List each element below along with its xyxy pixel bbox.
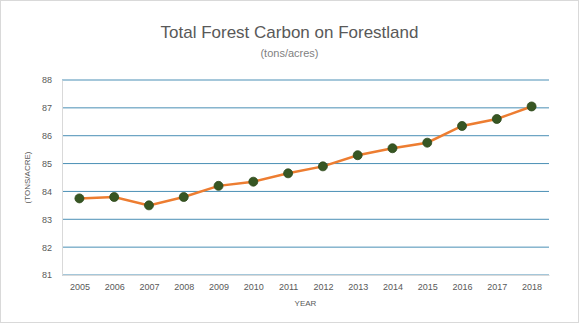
series-marker (458, 121, 467, 130)
grid-line (62, 135, 549, 136)
series-marker (179, 193, 188, 202)
grid-line (62, 219, 549, 220)
x-tick: 2013 (348, 282, 368, 292)
y-tick-label: 82 (42, 243, 52, 253)
x-tick-label: 2008 (174, 282, 194, 292)
grid-line (62, 247, 549, 248)
x-tick: 2012 (313, 282, 333, 292)
x-tick-label: 2012 (313, 282, 333, 292)
x-tick-label: 2018 (522, 282, 542, 292)
x-tick-label: 2015 (418, 282, 438, 292)
grid-line (62, 191, 549, 192)
chart-frame (1, 1, 579, 323)
y-tick: 86 (42, 131, 52, 141)
series-marker (492, 115, 501, 124)
x-tick: 2006 (105, 282, 125, 292)
series-marker (388, 144, 397, 153)
y-tick-label: 88 (42, 75, 52, 85)
x-tick: 2017 (487, 282, 507, 292)
y-tick: 88 (42, 75, 52, 85)
y-axis: 81 82 83 84 85 86 87 88 (42, 75, 63, 280)
x-tick: 2007 (139, 282, 159, 292)
x-tick: 2014 (383, 282, 403, 292)
y-tick-label: 83 (42, 215, 52, 225)
grid-line (62, 80, 549, 81)
y-axis-title: (TONS/ACRE) (23, 151, 32, 203)
x-tick: 2011 (279, 282, 298, 292)
chart: 81 82 83 84 85 86 87 88 2005 2006 2007 2008 2009 2010… (0, 0, 579, 323)
grid (62, 80, 549, 275)
x-tick-label: 2011 (279, 282, 298, 292)
x-axis-line (63, 275, 550, 276)
x-tick-label: 2007 (139, 282, 159, 292)
x-tick-label: 2013 (348, 282, 368, 292)
y-tick: 84 (42, 187, 52, 197)
y-axis-line (62, 81, 63, 276)
y-tick: 85 (42, 159, 52, 169)
x-tick-label: 2014 (383, 282, 403, 292)
x-tick-label: 2017 (487, 282, 507, 292)
series-marker (214, 181, 223, 190)
grid-line (62, 107, 549, 108)
y-tick-label: 84 (42, 187, 52, 197)
x-tick: 2015 (418, 282, 438, 292)
x-tick: 2016 (453, 282, 473, 292)
series-marker (249, 177, 258, 186)
x-tick: 2018 (522, 282, 542, 292)
chart-title: Total Forest Carbon on Forestland (161, 23, 419, 42)
series-group (75, 102, 536, 210)
y-tick-label: 86 (42, 131, 52, 141)
series-marker (75, 194, 84, 203)
x-axis-title: YEAR (295, 299, 317, 308)
y-tick-label: 85 (42, 159, 52, 169)
series-marker (423, 138, 432, 147)
y-tick: 81 (42, 270, 52, 280)
series-marker (353, 151, 362, 160)
series-marker (318, 162, 327, 171)
chart-subtitle: (tons/acres) (260, 47, 318, 59)
x-tick: 2005 (70, 282, 90, 292)
y-tick: 83 (42, 215, 52, 225)
x-tick: 2009 (209, 282, 229, 292)
x-tick-label: 2005 (70, 282, 90, 292)
series-marker (527, 102, 536, 111)
x-tick: 2010 (244, 282, 264, 292)
x-tick-label: 2016 (453, 282, 473, 292)
y-tick: 87 (42, 103, 52, 113)
x-axis: 2005 2006 2007 2008 2009 2010 2011 2012 2013 2014… (63, 276, 550, 293)
series-marker (144, 201, 153, 210)
x-tick: 2008 (174, 282, 194, 292)
series-marker (284, 169, 293, 178)
series-line (79, 106, 531, 205)
x-tick-label: 2009 (209, 282, 229, 292)
grid-line (62, 163, 549, 164)
plot-area: 81 82 83 84 85 86 87 88 2005 2006 2007 2008 2009 2010… (42, 75, 550, 292)
y-tick-label: 81 (42, 270, 52, 280)
series-marker (110, 193, 119, 202)
x-tick-label: 2010 (244, 282, 264, 292)
grid-line (62, 275, 549, 276)
x-tick-label: 2006 (105, 282, 125, 292)
y-tick: 82 (42, 243, 52, 253)
y-tick-label: 87 (42, 103, 52, 113)
